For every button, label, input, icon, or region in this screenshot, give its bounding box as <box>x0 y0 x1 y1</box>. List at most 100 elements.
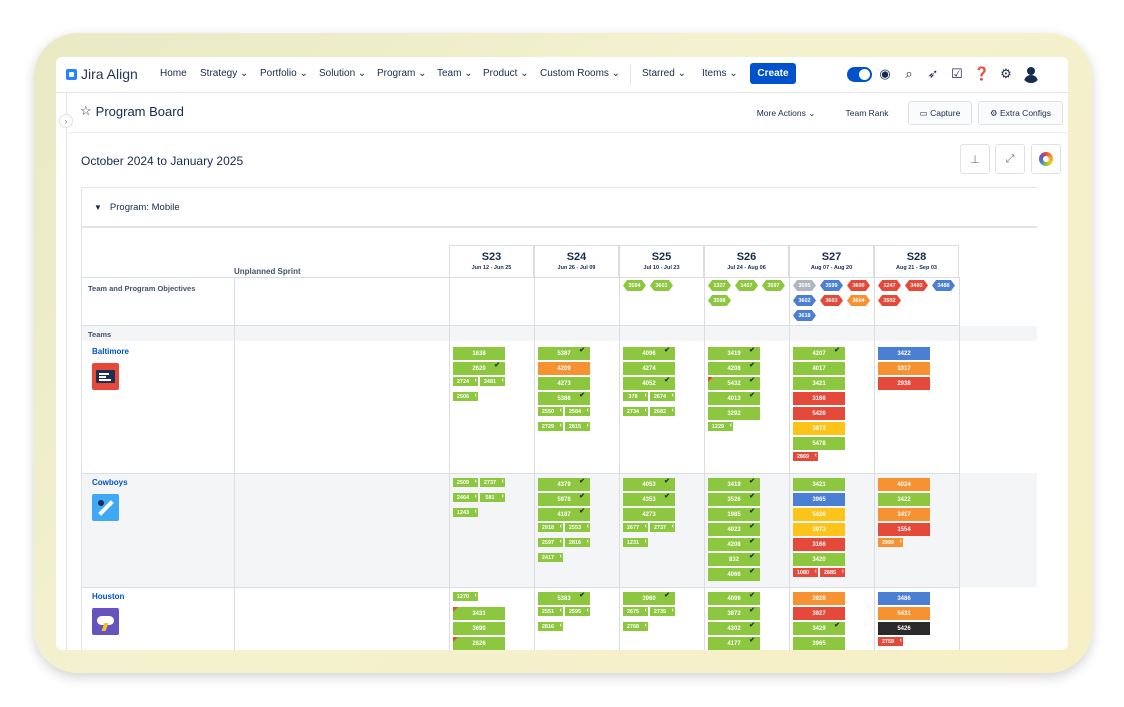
work-card[interactable]: 1638 <box>453 347 505 360</box>
work-card[interactable]: 3486 <box>878 592 930 605</box>
avatar[interactable] <box>1022 65 1040 83</box>
work-card[interactable]: 1985 ✔ <box>708 508 760 521</box>
work-card[interactable]: 3422 <box>878 347 930 360</box>
gear-icon[interactable]: ⚙ <box>1000 66 1012 81</box>
dependency-card[interactable]: 2550 <box>538 407 563 416</box>
work-card[interactable]: 3419 ✔ <box>708 347 760 360</box>
work-card[interactable]: 4177 ✔ <box>708 637 760 650</box>
work-card[interactable]: 4096 ✔ <box>623 347 675 360</box>
work-card[interactable]: 3420 <box>793 553 845 566</box>
hierarchy-icon[interactable]: ⊥ <box>960 144 990 174</box>
work-card[interactable]: 3526 ✔ <box>708 493 760 506</box>
objective-badge[interactable]: 3603 <box>820 295 843 306</box>
work-card[interactable]: 3927 <box>793 607 845 620</box>
work-card[interactable]: 3166 <box>793 392 845 405</box>
work-card[interactable]: 4207 ✔ <box>793 347 845 360</box>
rocket-icon[interactable]: ➶ <box>927 66 939 81</box>
objective-badge[interactable]: 3502 <box>878 295 901 306</box>
dependency-card[interactable]: 2551 <box>538 607 563 616</box>
work-card[interactable]: 3960 ✔ <box>623 592 675 605</box>
theme-toggle[interactable] <box>847 67 872 82</box>
objective-badge[interactable]: 3604 <box>847 295 870 306</box>
work-card[interactable]: 5431 <box>878 607 930 620</box>
dependency-card[interactable]: 2815 <box>565 422 590 431</box>
dependency-card[interactable]: 2737 <box>650 523 675 532</box>
work-card[interactable]: 4208 ✔ <box>708 362 760 375</box>
work-card[interactable]: 2626 <box>453 637 505 650</box>
dependency-card[interactable]: 2682 <box>650 407 675 416</box>
work-card[interactable]: 3419 ✔ <box>708 478 760 491</box>
objective-badge[interactable]: 3601 <box>650 280 673 291</box>
objective-badge[interactable]: 3594 <box>623 280 646 291</box>
team-rank-button[interactable]: Team Rank <box>845 108 889 118</box>
dependency-card[interactable]: 2584 <box>565 407 590 416</box>
dependency-card[interactable]: 2816 <box>538 622 563 631</box>
objective-badge[interactable]: 1327 <box>708 280 731 291</box>
objective-badge[interactable]: 3600 <box>847 280 870 291</box>
work-card[interactable]: 4379 ✔ <box>538 478 590 491</box>
work-card[interactable]: 5383 ✔ <box>538 592 590 605</box>
dependency-card[interactable]: 2509 <box>453 478 478 487</box>
dependency-card[interactable]: 2724 <box>453 377 478 386</box>
user-circle-icon[interactable]: ◉ <box>879 66 891 81</box>
nav-custom-rooms[interactable]: Custom Rooms ⌄ <box>540 68 621 79</box>
objective-badge[interactable]: 3598 <box>708 295 731 306</box>
work-card[interactable]: 2938 <box>878 377 930 390</box>
work-card[interactable]: 5426 <box>878 622 930 635</box>
work-card[interactable]: 4274 <box>623 362 675 375</box>
work-card[interactable]: 5432 ✔ <box>708 377 760 390</box>
dependency-card[interactable]: 2869 <box>793 452 818 461</box>
work-card[interactable]: 2620 ✔ <box>453 362 505 375</box>
work-card[interactable]: 5426 <box>793 407 845 420</box>
work-card[interactable]: 3421 <box>793 478 845 491</box>
work-card[interactable]: 3429 ✔ <box>793 622 845 635</box>
dependency-card[interactable]: 1231 <box>623 538 648 547</box>
dependency-card[interactable]: 581 <box>480 493 505 502</box>
work-card[interactable]: 3417 <box>878 508 930 521</box>
nav-home[interactable]: Home <box>160 68 187 79</box>
objective-badge[interactable]: 3595 <box>793 280 816 291</box>
color-wheel-icon[interactable] <box>1031 144 1061 174</box>
nav-portfolio[interactable]: Portfolio ⌄ <box>260 68 308 79</box>
dependency-card[interactable]: 2758 <box>878 637 903 646</box>
objective-badge[interactable]: 3493 <box>905 280 928 291</box>
objective-badge[interactable]: 3488 <box>932 280 955 291</box>
work-card[interactable]: 4208 ✔ <box>708 538 760 551</box>
dependency-card[interactable]: 2597 <box>538 538 563 547</box>
work-card[interactable]: 4053 ✔ <box>623 478 675 491</box>
work-card[interactable]: 4209 <box>538 362 590 375</box>
dependency-card[interactable]: 1080 <box>793 568 818 577</box>
team-name[interactable]: Baltimore <box>92 347 129 356</box>
chevron-down-icon[interactable]: ▼ <box>94 202 102 212</box>
work-card[interactable]: 3872 ✔ <box>708 607 760 620</box>
dependency-card[interactable]: 2553 <box>565 523 590 532</box>
work-card[interactable]: 3973 <box>793 422 845 435</box>
nav-strategy[interactable]: Strategy ⌄ <box>200 68 249 79</box>
work-card[interactable]: 5978 ✔ <box>538 493 590 506</box>
dependency-card[interactable]: 2464 <box>453 493 478 502</box>
work-card[interactable]: 4013 ✔ <box>708 392 760 405</box>
work-card[interactable]: 3166 <box>793 538 845 551</box>
work-card[interactable]: 3292 <box>708 407 760 420</box>
work-card[interactable]: 4353 ✔ <box>623 493 675 506</box>
work-card[interactable]: 4023 ✔ <box>708 523 760 536</box>
work-card[interactable]: 3421 <box>793 377 845 390</box>
dependency-card[interactable]: 1243 <box>453 508 478 517</box>
work-card[interactable]: 4273 <box>623 508 675 521</box>
work-card[interactable]: 4187 ✔ <box>538 508 590 521</box>
help-icon[interactable]: ❓ <box>973 66 991 81</box>
work-card[interactable]: 3928 <box>793 592 845 605</box>
dependency-card[interactable]: 2999 <box>878 538 903 547</box>
dependency-card[interactable]: 2729 <box>538 422 563 431</box>
sidebar-expand-icon[interactable]: › <box>59 114 73 128</box>
work-card[interactable]: 3690 <box>453 622 505 635</box>
search-icon[interactable]: ⌕ <box>905 66 913 81</box>
dependency-card[interactable]: 2506 <box>453 392 478 401</box>
nav-product[interactable]: Product ⌄ <box>483 68 529 79</box>
dependency-card[interactable]: 2674 <box>650 392 675 401</box>
work-card[interactable]: 3973 <box>793 523 845 536</box>
work-card[interactable]: 3317 <box>878 362 930 375</box>
dependency-card[interactable]: 1229 <box>708 422 733 431</box>
work-card[interactable]: 4096 ✔ <box>708 592 760 605</box>
dependency-card[interactable]: 2734 <box>623 407 648 416</box>
